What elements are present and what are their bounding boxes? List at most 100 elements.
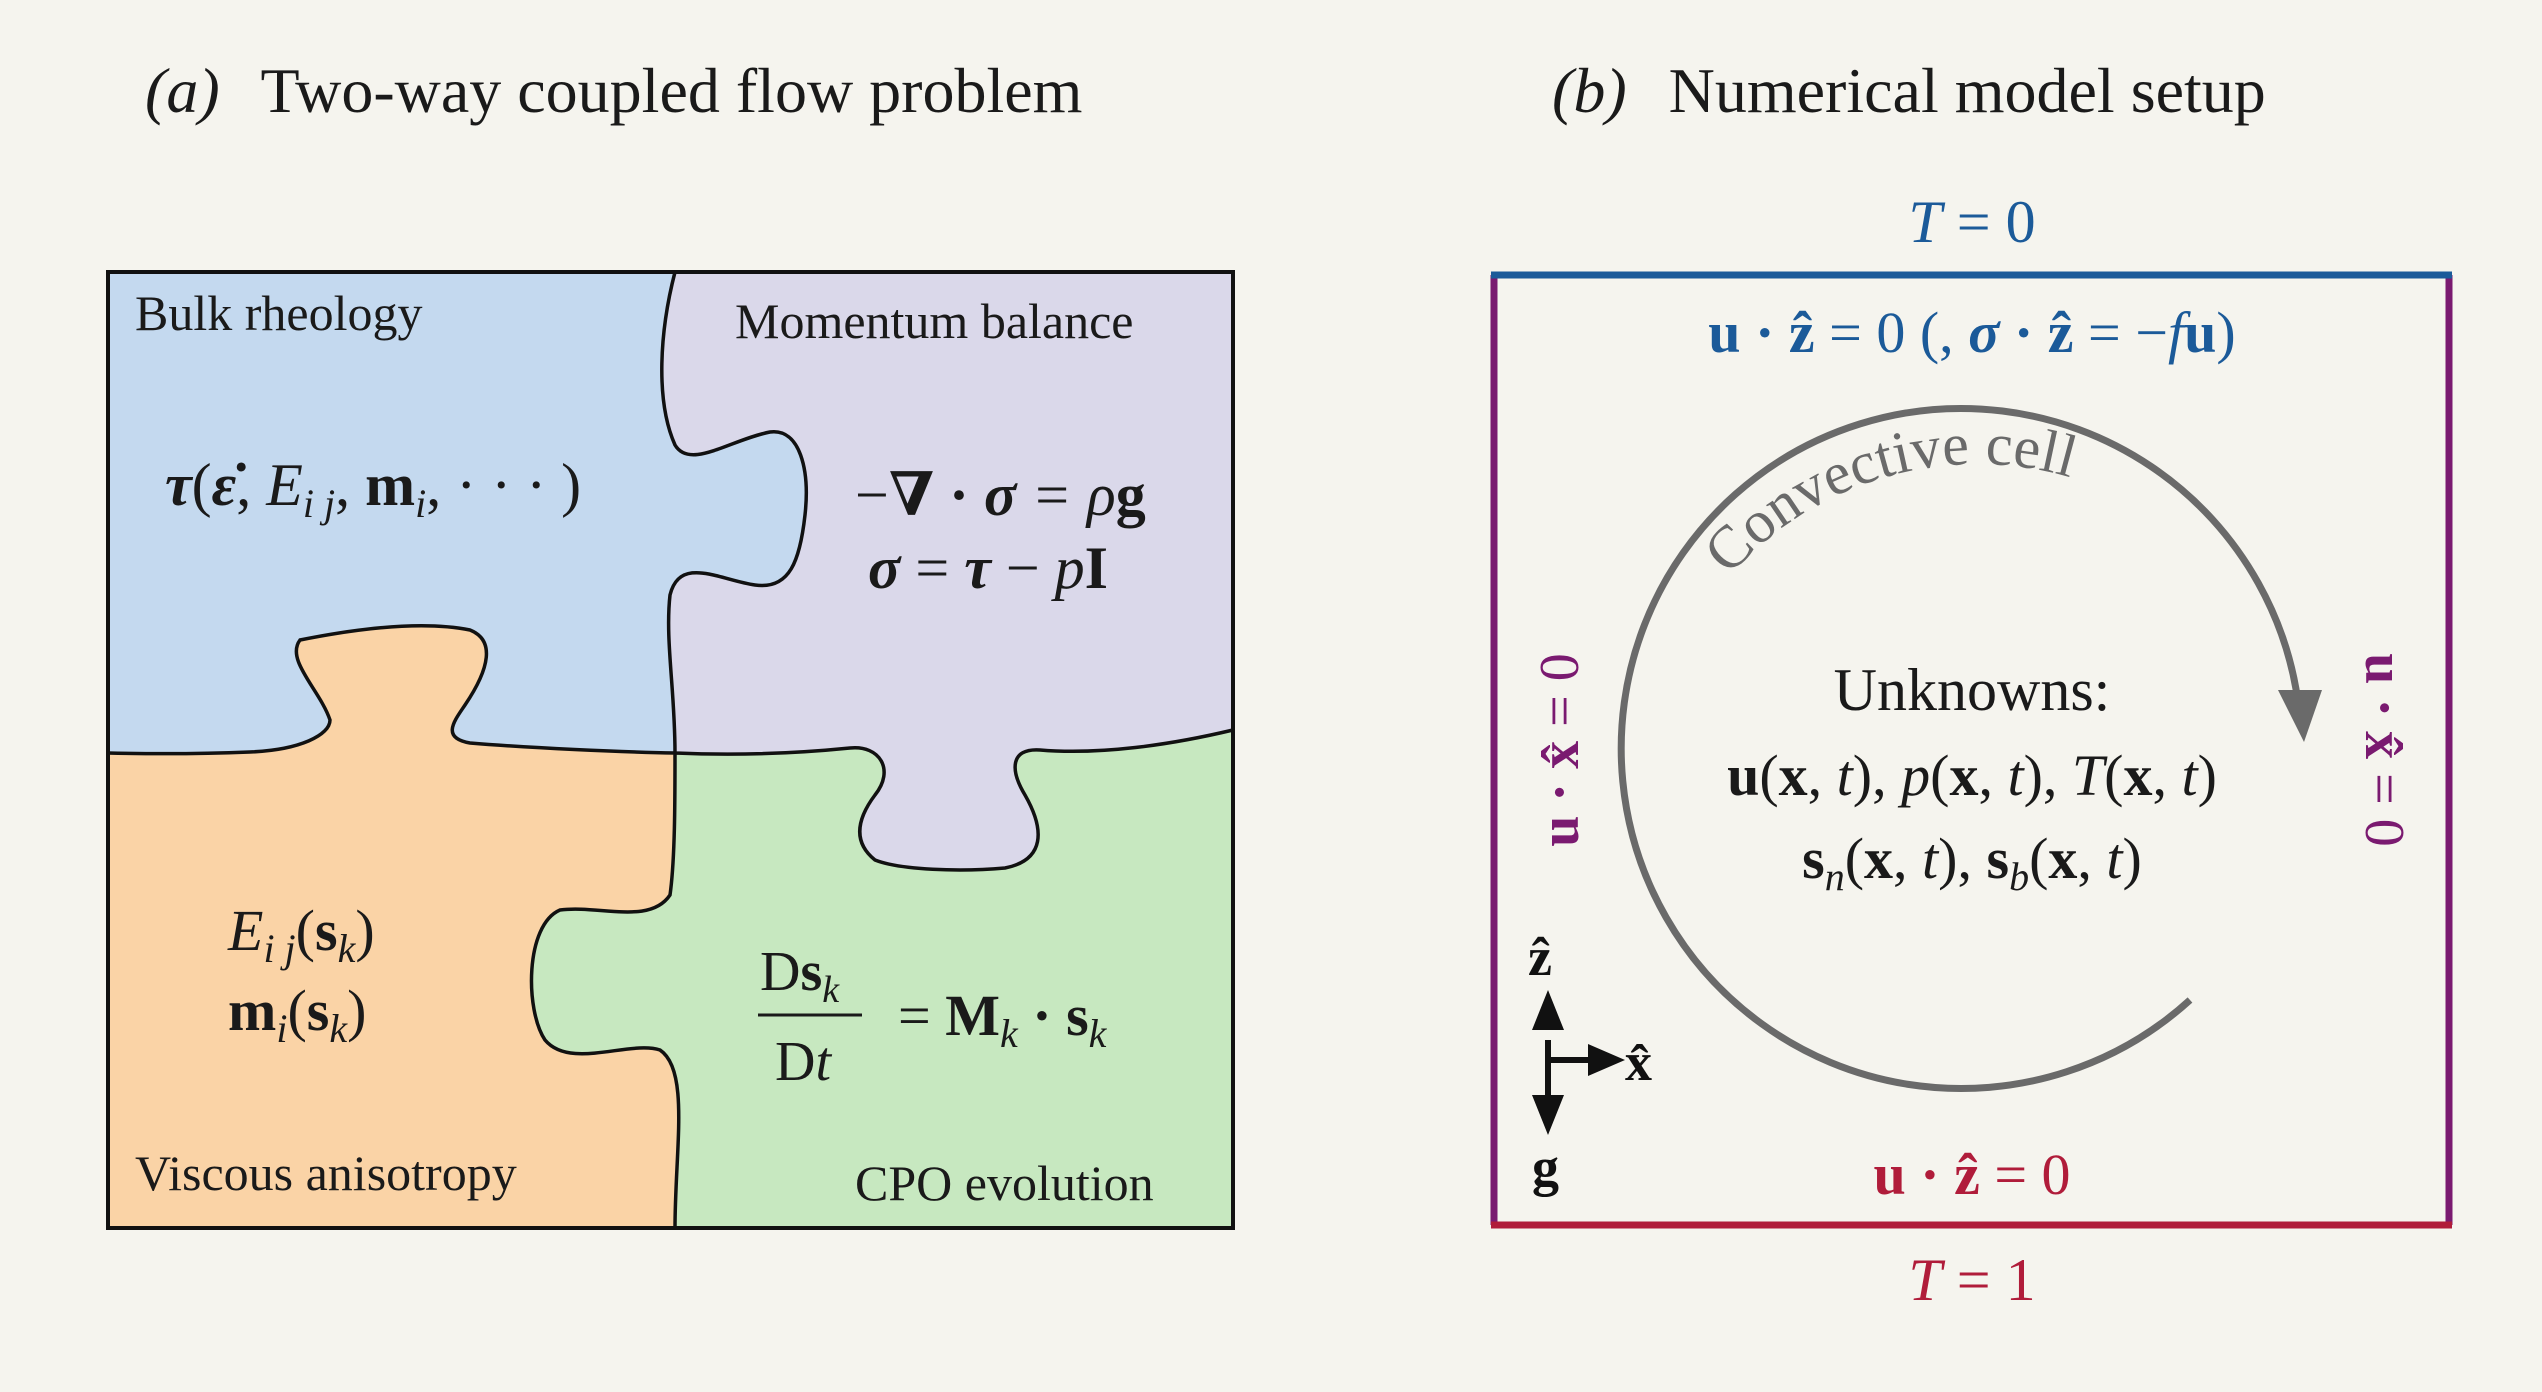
panel-b-label: (b) xyxy=(1552,55,1627,126)
unk2-t1: t xyxy=(1922,826,1940,891)
eq-m: m xyxy=(365,452,415,518)
label-bulk-rheology: Bulk rheology xyxy=(135,285,422,341)
unk-p3: ( xyxy=(2104,743,2123,808)
unk-p: p xyxy=(1897,743,1930,808)
eq-m2: m xyxy=(228,978,276,1043)
panel-b-title: Numerical model setup xyxy=(1669,55,2266,126)
eq-s3: s xyxy=(800,941,822,1003)
piece-cpo-evolution xyxy=(531,730,1233,1228)
unk-x2: x xyxy=(1949,743,1978,808)
unk2-p1: ( xyxy=(1845,826,1864,891)
eq-s2: s xyxy=(307,978,330,1043)
x-axis-arrowhead xyxy=(1588,1044,1625,1076)
unk-t3: t xyxy=(2181,743,2199,808)
top-T-value: = 0 xyxy=(1942,189,2036,255)
eq-minus: − xyxy=(855,462,889,528)
unk2-s2: s xyxy=(1987,826,2010,891)
z-axis-arrowhead xyxy=(1532,990,1564,1030)
eq-s: s xyxy=(315,898,338,963)
left-bc-x: x̂ xyxy=(1529,741,1591,769)
top-bc-u2: u xyxy=(2184,300,2216,365)
panel-b: (b) Numerical model setup T = 0 u · ẑ = … xyxy=(1490,55,2453,1313)
x-axis-label: x̂ xyxy=(1625,1032,1652,1092)
unk-n: n xyxy=(1825,854,1845,899)
unk2-x1: x xyxy=(1864,826,1893,891)
left-bc-dot: · xyxy=(1529,769,1591,816)
unk2-p2: ( xyxy=(2029,826,2048,891)
bottom-bc-z: ẑ xyxy=(1954,1142,1980,1207)
eq-ij2: i j xyxy=(263,926,295,971)
eq-close2: ) xyxy=(347,978,366,1043)
eq-viscous-1: Ei j(sk) xyxy=(227,898,375,971)
panel-a-label: (a) xyxy=(145,55,220,126)
bottom-bc: u · ẑ = 0 xyxy=(1873,1142,2070,1207)
top-bc-dot: · xyxy=(1741,300,1789,365)
top-bc: u · ẑ = 0 (, σ · ẑ = −fu) xyxy=(1708,300,2235,365)
eq-sk: k xyxy=(1089,1011,1108,1056)
bottom-bc-dot: · xyxy=(1906,1142,1954,1207)
convective-cell-arc xyxy=(1617,405,2304,1092)
eq-p: p xyxy=(1051,535,1085,601)
top-bc-mid: = 0 (, xyxy=(1815,300,1969,365)
unk-x1: x xyxy=(1779,743,1808,808)
label-momentum-balance: Momentum balance xyxy=(735,293,1134,349)
top-temperature: T = 0 xyxy=(1908,189,2035,255)
right-bc-rest: = 0 xyxy=(2353,759,2415,847)
convective-cell-label: Convective cell xyxy=(1691,411,2084,585)
eq-paren: ( xyxy=(192,452,212,518)
eq-minus2: − xyxy=(991,535,1055,601)
unknowns-title: Unknowns: xyxy=(1834,657,2111,723)
unk-c4: ), xyxy=(2024,743,2072,808)
bottom-T-value: = 1 xyxy=(1942,1247,2036,1313)
eq-sigma: σ xyxy=(984,462,1018,528)
left-bc-u: u xyxy=(1529,816,1591,847)
unk-c5: , xyxy=(2152,743,2181,808)
piece-viscous-anisotropy xyxy=(108,625,679,1228)
eq-momentum-1: −∇ · σ = ρg xyxy=(855,462,1146,528)
eq-D: D xyxy=(760,941,800,1003)
unk-p1: ( xyxy=(1759,743,1778,808)
panel-a-title: Two-way coupled flow problem xyxy=(260,55,1082,126)
eq-cpo-denominator: Dt xyxy=(775,1031,832,1093)
eq-tau: τ xyxy=(165,452,194,518)
eq-cpo-rhs: = Mk · sk xyxy=(898,983,1108,1056)
eq-open: ( xyxy=(296,898,315,963)
unknowns-line-2: sn(x, t), sb(x, t) xyxy=(1802,826,2142,899)
panel-a-title-line: (a) Two-way coupled flow problem xyxy=(145,55,1082,126)
eq-k3: k xyxy=(822,969,840,1011)
top-bc-z: ẑ xyxy=(1789,300,1815,365)
eq-comma2: , xyxy=(335,452,365,518)
unk-t2: t xyxy=(2007,743,2025,808)
eq-i: i xyxy=(415,481,426,526)
right-bc-u: u xyxy=(2353,653,2415,684)
axes-glyph: ẑ x̂ g xyxy=(1528,927,1652,1197)
bottom-T: T xyxy=(1908,1247,1945,1313)
right-bc: u · x̂ = 0 xyxy=(2353,653,2415,846)
top-bc-z2: ẑ xyxy=(2048,300,2074,365)
panel-b-title-line: (b) Numerical model setup xyxy=(1552,55,2266,126)
unk-p2: ( xyxy=(1930,743,1949,808)
unk-T: T xyxy=(2072,743,2108,808)
eq-M: M xyxy=(945,983,1000,1048)
eq-E2: E xyxy=(227,898,263,963)
eq-k: k xyxy=(338,926,357,971)
unk-s: s xyxy=(1802,826,1825,891)
eq-k2: k xyxy=(329,1006,348,1051)
top-bc-sigma: σ xyxy=(1968,300,2001,365)
unk2-c2: ), xyxy=(1938,826,1986,891)
g-axis-arrowhead xyxy=(1532,1095,1564,1135)
eq-ij: i j xyxy=(303,481,335,526)
left-bc-rest: = 0 xyxy=(1529,653,1591,741)
unk2-c1: , xyxy=(1893,826,1922,891)
unk2-c4: ) xyxy=(2123,826,2142,891)
unk-c6: ) xyxy=(2198,743,2217,808)
top-T: T xyxy=(1908,189,1945,255)
unk-x3: x xyxy=(2123,743,2152,808)
unk-u: u xyxy=(1727,743,1759,808)
unk-t1: t xyxy=(1837,743,1855,808)
eq-dot2: · xyxy=(1018,983,1066,1048)
eq-bulk-rheology: τ(ε̇, Ei j, mi, · · · ) xyxy=(165,452,581,526)
piece-momentum-balance xyxy=(661,272,1233,870)
panel-a: (a) Two-way coupled flow problem Bulk rh… xyxy=(106,55,1235,1230)
